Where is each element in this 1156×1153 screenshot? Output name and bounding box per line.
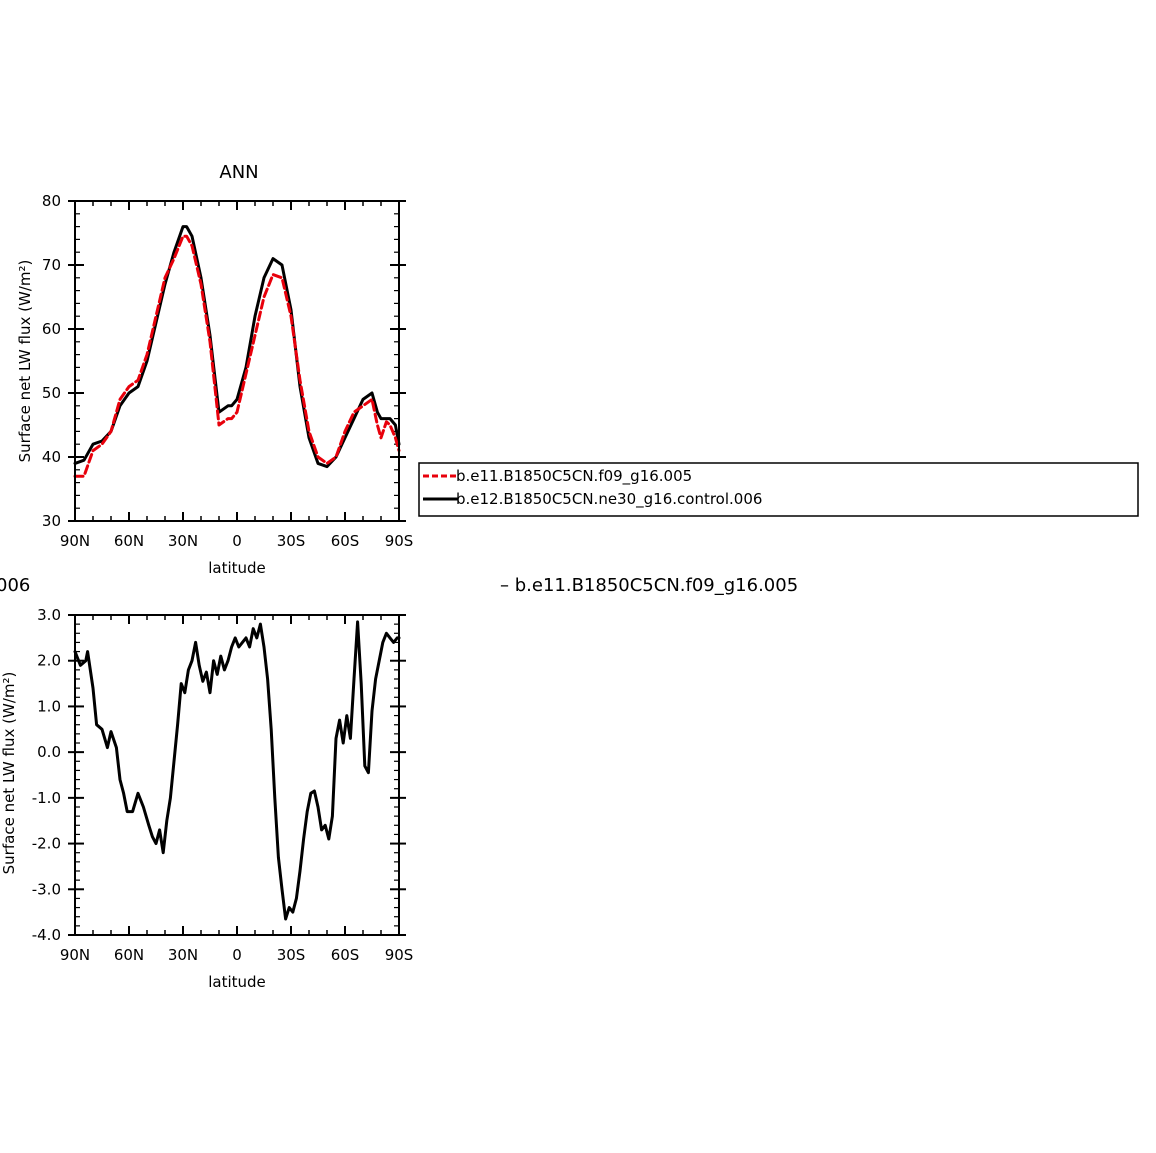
legend-entry-2: b.e12.B1850C5CN.ne30_g16.control.006	[456, 490, 762, 509]
y-tick-label: 30	[42, 512, 61, 530]
x-tick-label: 30N	[168, 946, 198, 964]
y-tick-label: 60	[42, 320, 61, 338]
top-axis-ticks	[68, 200, 406, 522]
bottom-left-label: 006	[0, 575, 30, 596]
x-tick-label: 60N	[114, 532, 144, 550]
bottom-x-tick-labels: 90N 60N 30N 0 30S 60S 90S	[60, 946, 413, 964]
x-tick-label: 30S	[277, 946, 306, 964]
x-tick-label: 60S	[331, 946, 360, 964]
legend-box	[418, 462, 1139, 517]
series-line-1	[73, 620, 401, 921]
bottom-series-lines	[73, 620, 401, 921]
top-chart-panel: ANN 90N 60N 30N 0 30S 60S 90S 30 40 50 60 70 80 lat…	[16, 162, 413, 577]
y-tick-label: 1.0	[37, 697, 61, 715]
x-tick-label: 90N	[60, 946, 90, 964]
x-tick-label: 90N	[60, 532, 90, 550]
y-tick-label: 0.0	[37, 743, 61, 761]
y-tick-label: 2.0	[37, 652, 61, 670]
bottom-y-axis-title: Surface net LW flux (W/m²)	[0, 672, 18, 875]
top-series-lines	[73, 225, 401, 478]
series-line-1	[73, 234, 401, 478]
x-tick-label: 90S	[385, 946, 414, 964]
top-plot-frame	[74, 200, 400, 522]
x-tick-label: 0	[232, 946, 242, 964]
y-tick-label: 80	[42, 192, 61, 210]
x-tick-label: 0	[232, 532, 242, 550]
x-tick-label: 60S	[331, 532, 360, 550]
y-tick-label: 3.0	[37, 606, 61, 624]
x-tick-label: 60N	[114, 946, 144, 964]
legend-entry-1: b.e11.B1850C5CN.f09_g16.005	[456, 467, 692, 486]
chart-title: ANN	[219, 162, 258, 183]
top-x-axis-title: latitude	[208, 559, 266, 577]
y-tick-label: -2.0	[32, 835, 61, 853]
y-tick-label: -1.0	[32, 789, 61, 807]
bottom-legend-text: – b.e11.B1850C5CN.f09_g16.005	[500, 575, 798, 596]
bottom-x-axis-title: latitude	[208, 973, 266, 991]
y-tick-label: 40	[42, 448, 61, 466]
y-tick-label: 70	[42, 256, 61, 274]
x-tick-label: 30S	[277, 532, 306, 550]
top-y-tick-labels: 30 40 50 60 70 80	[42, 192, 61, 530]
bottom-plot-frame	[74, 614, 400, 936]
legend: b.e11.B1850C5CN.f09_g16.005 b.e12.B1850C…	[418, 462, 1139, 517]
top-y-axis-title: Surface net LW flux (W/m²)	[16, 260, 34, 463]
top-x-tick-labels: 90N 60N 30N 0 30S 60S 90S	[60, 532, 413, 550]
y-tick-label: 50	[42, 384, 61, 402]
x-tick-label: 90S	[385, 532, 414, 550]
x-tick-label: 30N	[168, 532, 198, 550]
bottom-chart-panel: 90N 60N 30N 0 30S 60S 90S -4.0 -3.0 -2.0 -1.0 0.0 1…	[0, 606, 413, 991]
series-line-2	[73, 225, 401, 469]
y-tick-label: -3.0	[32, 880, 61, 898]
y-tick-label: -4.0	[32, 926, 61, 944]
bottom-y-tick-labels: -4.0 -3.0 -2.0 -1.0 0.0 1.0 2.0 3.0	[32, 606, 61, 944]
